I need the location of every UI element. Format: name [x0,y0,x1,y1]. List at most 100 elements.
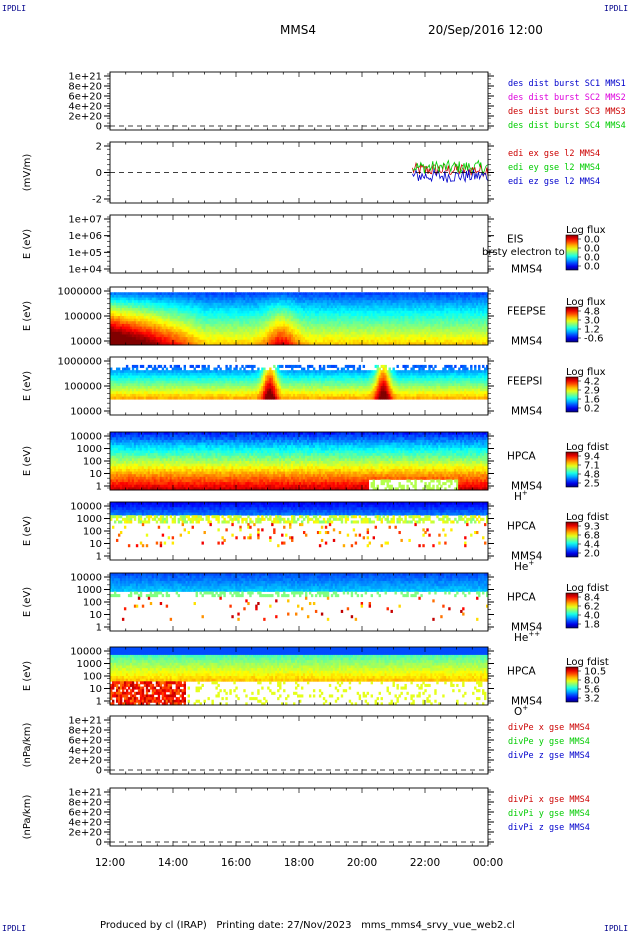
heatmap-cell [217,331,220,335]
heatmap-cell [207,305,210,309]
heatmap-cell [310,318,314,322]
heatmap-cell [223,308,226,312]
heatmap-cell [119,294,123,298]
heatmap-cell [293,292,296,296]
heatmap-cell [356,305,360,309]
heatmap-cell [183,321,186,325]
heatmap-cell [173,292,177,296]
heatmap-cell [219,342,222,346]
heatmap-cell [215,310,218,314]
heatmap-cell [263,305,266,309]
heatmap-cell [211,302,214,306]
heatmap-cell [149,292,153,296]
heatmap-cell [352,297,356,301]
heatmap-cell [330,297,334,301]
heatmap-cell [249,323,252,327]
heatmap-cell [199,302,202,306]
heatmap-cell [277,318,280,322]
heatmap-cell [115,342,119,346]
heatmap-cell [193,316,196,320]
heatmap-cell [314,294,318,298]
heatmap-cell [167,302,171,306]
heatmap-cell [219,326,222,330]
heatmap-cell [213,342,216,346]
heatmap-cell [366,294,370,298]
heatmap-cell [304,302,308,306]
heatmap-cell [265,334,268,338]
heatmap-cell [141,302,145,306]
heatmap-cell [189,305,192,309]
heatmap-cell [302,300,306,304]
heatmap-cell [273,331,276,335]
heatmap-cell [215,331,218,335]
heatmap-cell [366,300,370,304]
heatmap-cell [358,342,362,346]
heatmap-cell [231,292,234,296]
heatmap-cell [161,323,165,327]
heatmap-cell [334,313,338,317]
heatmap-cell [219,294,222,298]
heatmap-cell [275,316,278,320]
heatmap-cell [135,308,139,312]
heatmap-cell [129,313,133,317]
heatmap-cell [187,318,190,322]
heatmap-cell [346,308,350,312]
heatmap-cell [131,367,135,371]
heatmap-cell [314,316,318,320]
heatmap-cell [366,342,370,346]
heatmap-cell [259,310,262,314]
heatmap-cell [127,337,131,341]
heatmap-cell [207,364,210,368]
heatmap-cell [338,323,342,327]
heatmap-cell [191,323,194,327]
heatmap-cell [261,323,264,327]
heatmap-cell [163,302,167,306]
heatmap-cell [233,321,236,325]
heatmap-cell [119,331,123,335]
heatmap-cell [197,313,200,317]
heatmap-cell [155,305,159,309]
heatmap-cell [328,334,332,338]
heatmap-cell [265,302,268,306]
heatmap-cell [344,310,348,314]
heatmap-cell [312,313,316,317]
heatmap-cell [336,326,340,330]
heatmap-cell [247,297,250,301]
heatmap-cell [352,326,356,330]
heatmap-cell [193,300,196,304]
heatmap-cell [249,310,252,314]
heatmap-cell [277,321,280,325]
heatmap-cell [350,300,354,304]
heatmap-cell [306,318,310,322]
heatmap-cell [223,313,226,317]
heatmap-cell [211,300,214,304]
heatmap-cell [247,334,250,338]
heatmap-cell [119,308,123,312]
heatmap-cell [366,305,370,309]
heatmap-cell [273,316,276,320]
heatmap-cell [177,310,181,314]
heatmap-cell [227,321,230,325]
heatmap-cell [271,321,274,325]
heatmap-cell [149,334,153,338]
heatmap-cell [348,329,352,333]
heatmap-cell [253,342,256,346]
legend-entry: edi ex gse l2 MMS4 [508,149,600,159]
heatmap-cell [306,321,310,325]
heatmap-cell [289,323,292,327]
heatmap-cell [237,305,240,309]
heatmap-cell [297,313,300,317]
colorbar-tick-label: -0.6 [584,334,604,345]
heatmap-cell [115,302,119,306]
heatmap-cell [205,342,208,346]
heatmap-cell [336,318,340,322]
heatmap-cell [123,326,127,330]
heatmap-cell [209,326,212,330]
heatmap-cell [308,323,312,327]
heatmap-cell [219,313,222,317]
heatmap-cell [281,321,284,325]
heatmap-cell [203,305,206,309]
heatmap-cell [221,302,224,306]
heatmap-cell [189,337,192,341]
